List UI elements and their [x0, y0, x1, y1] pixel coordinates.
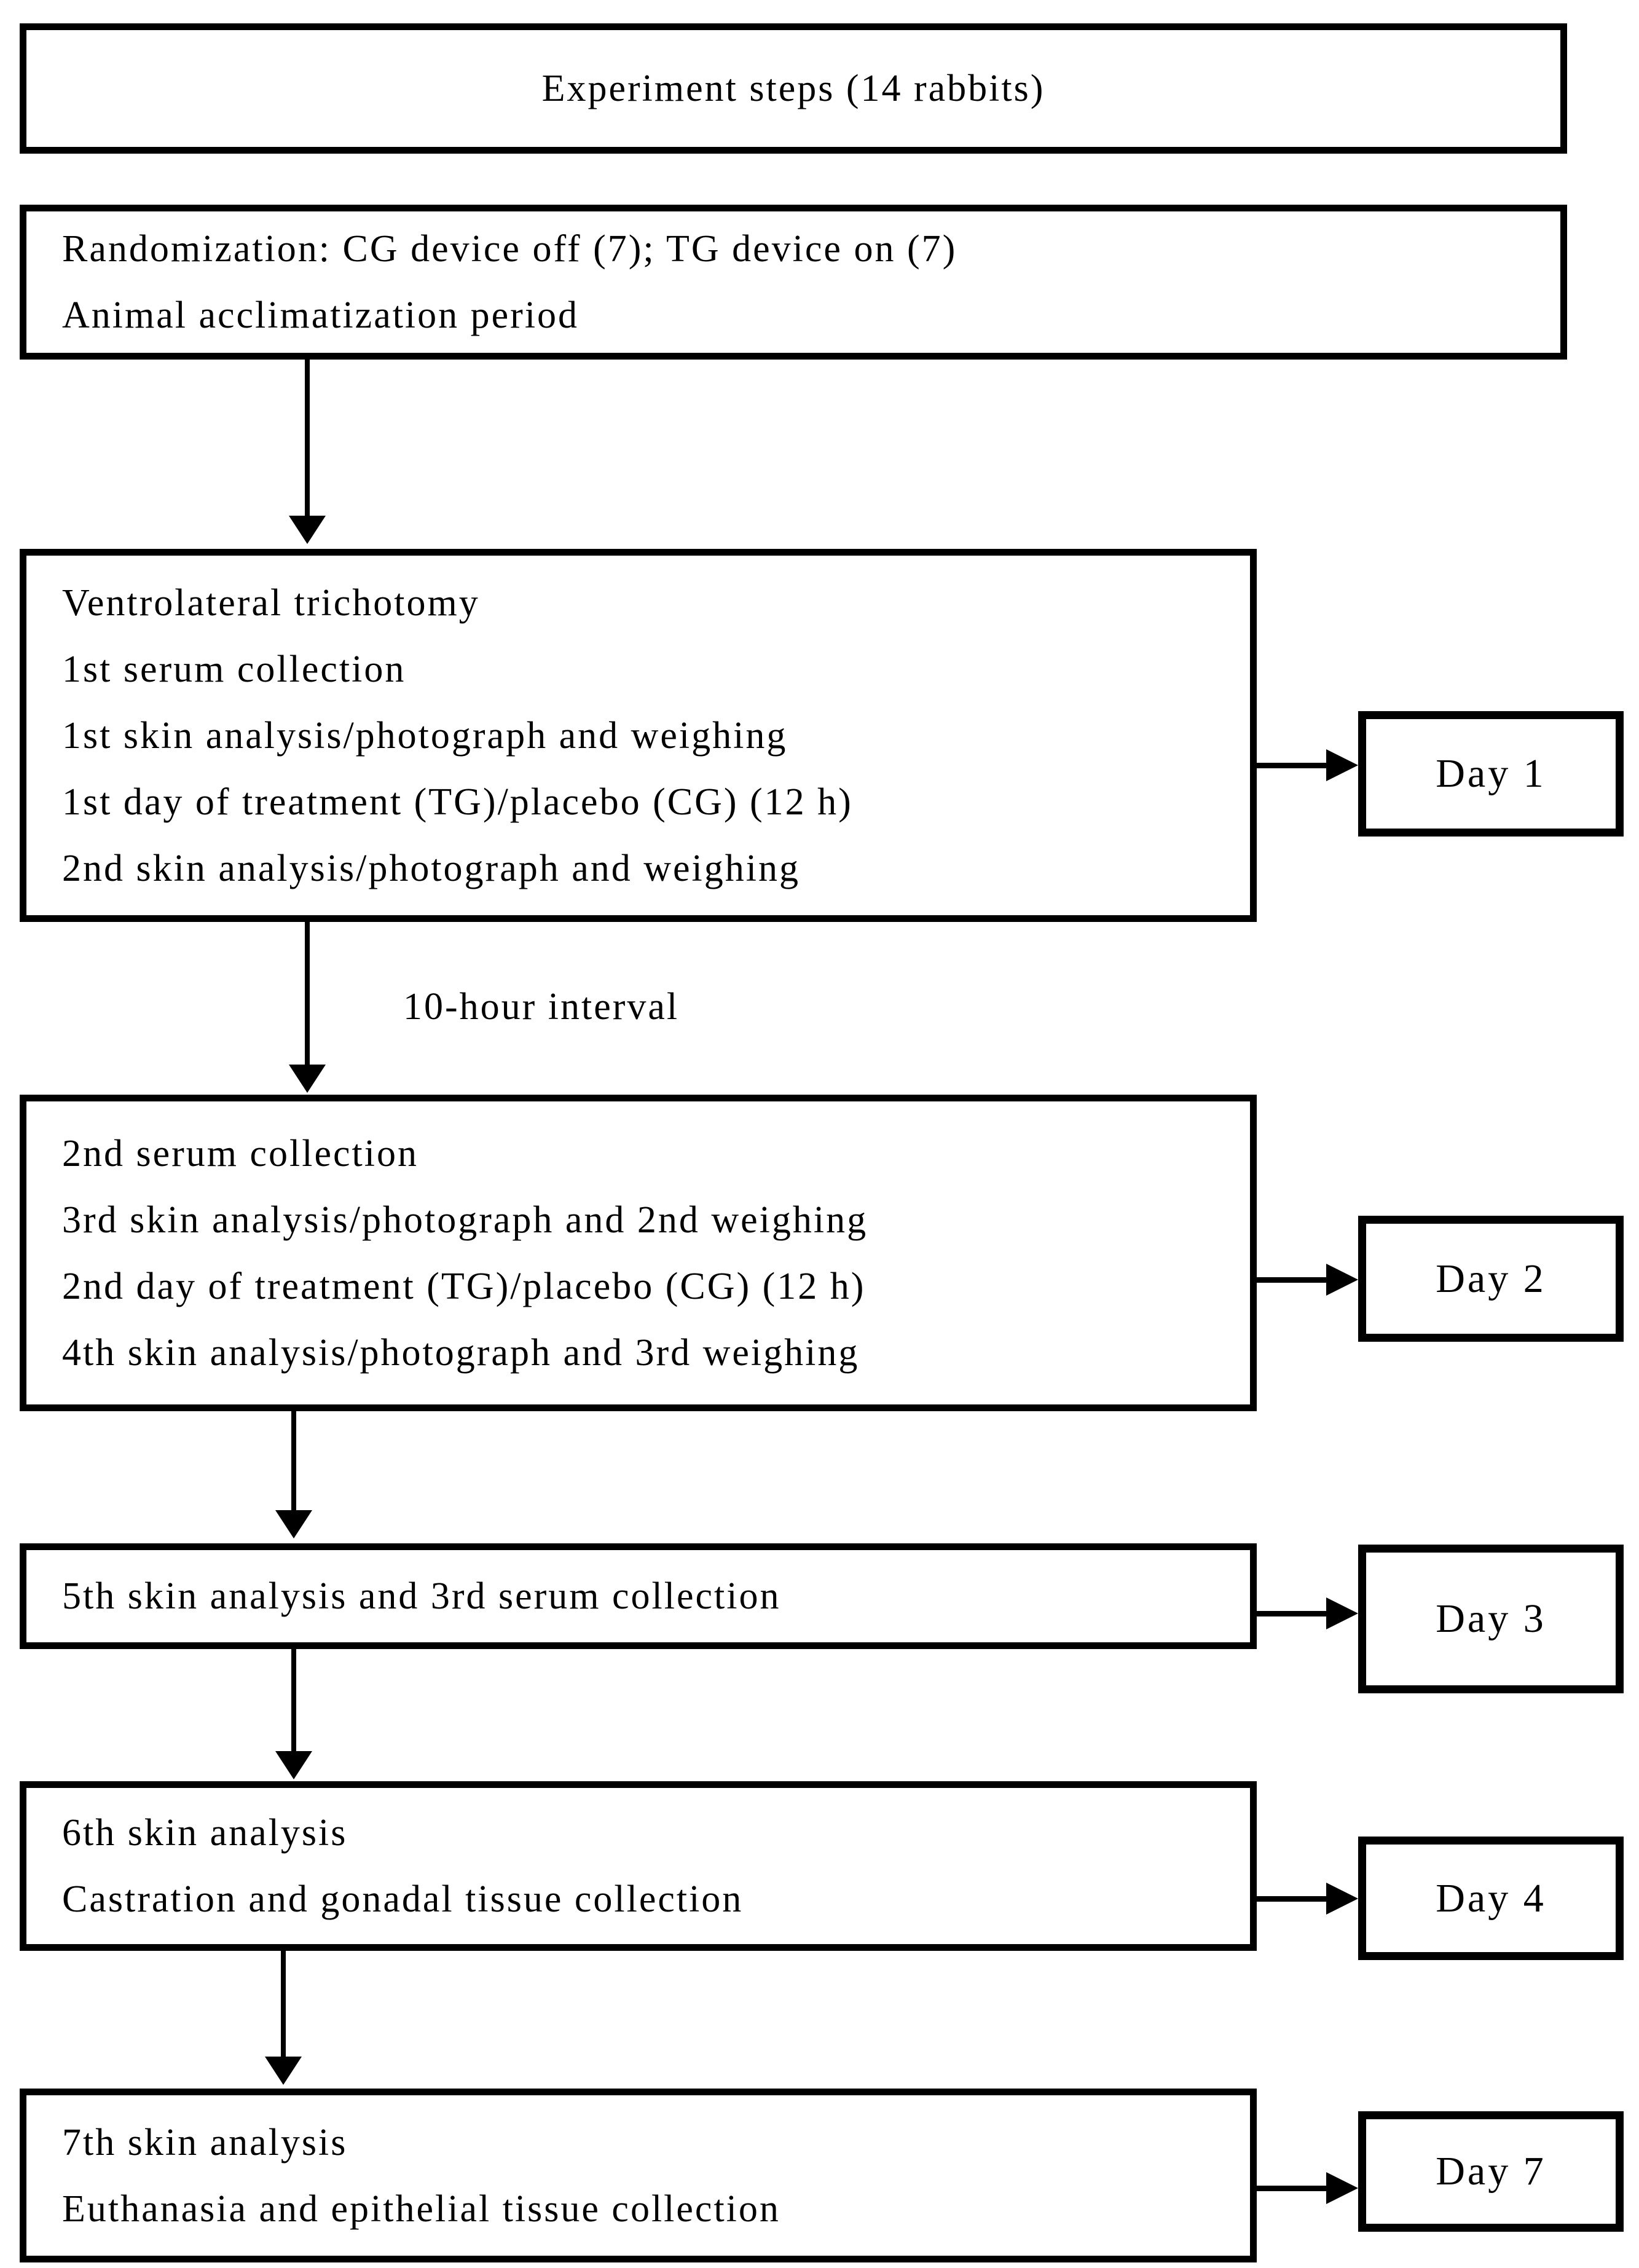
day2-line-1: 2nd serum collection — [62, 1132, 419, 1175]
randomization-line-2: Animal acclimatization period — [62, 294, 580, 336]
day2-step-box: 2nd serum collection 3rd skin analysis/p… — [20, 1095, 1257, 1411]
day2-label-box: Day 2 — [1358, 1216, 1624, 1342]
day1-line-4: 1st day of treatment (TG)/placebo (CG) (… — [62, 781, 853, 823]
right-arrow-day3 — [1257, 1597, 1358, 1629]
right-arrow-day2 — [1257, 1264, 1358, 1296]
header-title: Experiment steps (14 rabbits) — [541, 68, 1045, 109]
day7-label-box: Day 7 — [1358, 2111, 1624, 2232]
day2-line-4: 4th skin analysis/photograph and 3rd wei… — [62, 1331, 860, 1374]
arrow-head-down-icon — [289, 1065, 326, 1093]
header-box: Experiment steps (14 rabbits) — [20, 23, 1567, 154]
arrow-shaft — [291, 1411, 296, 1510]
day1-step-box: Ventrolateral trichotomy 1st serum colle… — [20, 549, 1257, 922]
day7-label: Day 7 — [1436, 2149, 1546, 2194]
arrow-shaft — [281, 1951, 286, 2057]
arrow-head-right-icon — [1326, 1883, 1358, 1915]
arrow-head-down-icon — [289, 516, 326, 544]
randomization-line-1: Randomization: CG device off (7); TG dev… — [62, 228, 957, 270]
day3-label: Day 3 — [1436, 1596, 1546, 1641]
day4-label-box: Day 4 — [1358, 1837, 1624, 1960]
day4-label: Day 4 — [1436, 1875, 1546, 1921]
day1-line-5: 2nd skin analysis/photograph and weighin… — [62, 847, 800, 889]
day2-label: Day 2 — [1436, 1256, 1546, 1301]
day3-step-box: 5th skin analysis and 3rd serum collecti… — [20, 1543, 1257, 1649]
right-arrow-day7 — [1257, 2172, 1358, 2204]
day2-line-3: 2nd day of treatment (TG)/placebo (CG) (… — [62, 1265, 866, 1307]
right-arrow-day1 — [1257, 749, 1358, 781]
arrow-head-down-icon — [275, 1510, 312, 1538]
day1-line-1: Ventrolateral trichotomy — [62, 581, 480, 624]
day1-label-box: Day 1 — [1358, 711, 1624, 837]
arrow-shaft — [1257, 1610, 1326, 1616]
arrow-head-right-icon — [1326, 2172, 1358, 2204]
day4-line-2: Castration and gonadal tissue collection — [62, 1878, 744, 1920]
arrow-shaft — [1257, 762, 1326, 768]
day3-line-1: 5th skin analysis and 3rd serum collecti… — [62, 1575, 781, 1617]
arrow-shaft — [1257, 2185, 1326, 2191]
arrow-shaft — [1257, 1896, 1326, 1902]
arrow-head-right-icon — [1326, 1264, 1358, 1296]
down-arrow-3 — [275, 1411, 312, 1538]
day1-label: Day 1 — [1436, 751, 1546, 796]
day1-line-3: 1st skin analysis/photograph and weighin… — [62, 714, 788, 757]
day1-line-2: 1st serum collection — [62, 648, 406, 690]
day4-line-1: 6th skin analysis — [62, 1812, 348, 1854]
arrow-head-right-icon — [1326, 749, 1358, 781]
down-arrow-4 — [275, 1649, 312, 1779]
day2-line-2: 3rd skin analysis/photograph and 2nd wei… — [62, 1199, 868, 1241]
arrow-shaft — [305, 922, 310, 1065]
down-arrow-2 — [289, 922, 326, 1093]
day7-step-box: 7th skin analysis Euthanasia and epithel… — [20, 2089, 1257, 2262]
day3-label-box: Day 3 — [1358, 1545, 1624, 1693]
down-arrow-1 — [289, 360, 326, 544]
down-arrow-5 — [265, 1951, 302, 2085]
arrow-shaft — [305, 360, 310, 516]
day7-line-2: Euthanasia and epithelial tissue collect… — [62, 2187, 780, 2230]
arrow-shaft — [1257, 1277, 1326, 1283]
interval-label: 10-hour interval — [403, 986, 680, 1028]
day4-step-box: 6th skin analysis Castration and gonadal… — [20, 1781, 1257, 1951]
arrow-head-down-icon — [275, 1751, 312, 1779]
day7-line-1: 7th skin analysis — [62, 2121, 348, 2164]
arrow-head-right-icon — [1326, 1597, 1358, 1629]
arrow-shaft — [291, 1649, 296, 1751]
right-arrow-day4 — [1257, 1883, 1358, 1915]
randomization-box: Randomization: CG device off (7); TG dev… — [20, 205, 1567, 360]
arrow-head-down-icon — [265, 2057, 302, 2085]
